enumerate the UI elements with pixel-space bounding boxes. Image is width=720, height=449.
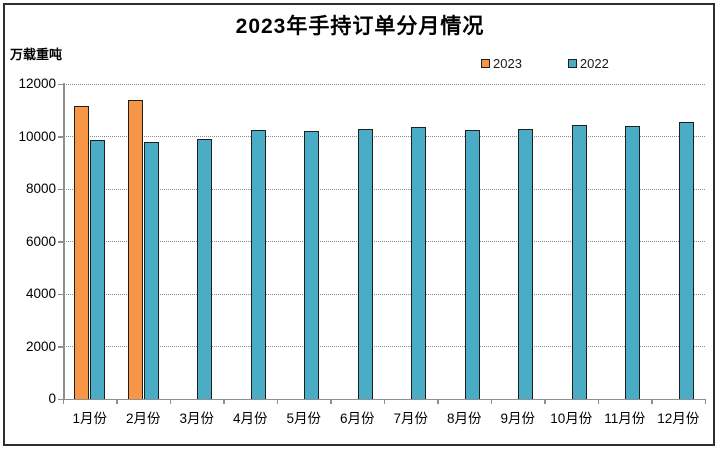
gridline-8000 — [63, 188, 705, 190]
x-tick-7 — [437, 399, 439, 404]
legend-swatch-2023 — [481, 59, 490, 68]
y-tick-label-2000: 2000 — [25, 338, 56, 354]
x-tick-4 — [276, 399, 278, 404]
x-tick-2 — [169, 399, 171, 404]
x-tick-label-12: 12月份 — [657, 411, 700, 426]
bar-2023-1月份 — [74, 106, 90, 399]
gridline-10000 — [63, 136, 705, 137]
x-tick-1 — [116, 399, 118, 404]
y-tick-label-12000: 12000 — [18, 76, 56, 91]
x-tick-label-4: 4月份 — [232, 411, 268, 426]
x-tick-label-2: 2月份 — [125, 411, 161, 426]
bar-2022-8月份 — [464, 129, 480, 399]
chart-title: 2023年手持订单分月情况 — [235, 15, 485, 38]
x-tick-3 — [223, 399, 225, 404]
legend-label-2023: 2023 — [493, 56, 522, 71]
gridline-2000 — [63, 346, 705, 347]
bar-2022-3月份 — [197, 139, 213, 399]
bar-2022-10月份 — [571, 124, 587, 399]
legend-swatch-2022 — [567, 59, 577, 68]
bar-2022-12月份 — [678, 122, 694, 399]
x-tick-label-6: 6月份 — [339, 411, 375, 426]
bar-2023-2月份 — [127, 99, 143, 399]
x-tick-12 — [704, 399, 706, 404]
y-tick-label-10000: 10000 — [18, 128, 56, 144]
x-tick-10 — [597, 399, 599, 404]
x-tick-11 — [651, 399, 653, 404]
bar-2022-1月份 — [90, 140, 106, 399]
y-tick-label-6000: 6000 — [25, 233, 56, 249]
x-tick-8 — [490, 399, 492, 404]
bar-2022-2月份 — [143, 141, 159, 399]
bar-2022-4月份 — [250, 129, 266, 399]
y-tick-label-8000: 8000 — [25, 181, 56, 196]
y-tick-2000 — [58, 346, 63, 348]
y-axis-line — [63, 83, 65, 399]
gridline-6000 — [63, 241, 705, 242]
x-tick-label-7: 7月份 — [393, 411, 428, 426]
y-tick-8000 — [58, 188, 63, 190]
y-tick-label-0: 0 — [48, 391, 56, 406]
legend: 2023 2022 — [481, 56, 609, 71]
x-tick-label-5: 5月份 — [286, 411, 321, 426]
x-tick-label-11: 11月份 — [604, 411, 646, 426]
y-tick-0 — [58, 398, 63, 400]
x-tick-label-9: 9月份 — [500, 411, 535, 426]
legend-label-2022: 2022 — [579, 56, 609, 71]
legend-entry-2023: 2023 — [481, 56, 522, 71]
bar-2022-5月份 — [304, 131, 320, 399]
x-tick-0 — [62, 399, 64, 404]
x-tick-label-3: 3月份 — [179, 411, 214, 426]
gridline-12000 — [63, 83, 705, 85]
x-tick-6 — [383, 399, 385, 404]
legend-entry-2022: 2022 — [567, 56, 609, 71]
y-axis-unit-label: 万载重吨 — [10, 47, 63, 62]
y-tick-label-4000: 4000 — [25, 286, 56, 301]
bar-2022-7月份 — [411, 127, 427, 399]
bar-2022-6月份 — [357, 128, 373, 399]
bar-2022-9月份 — [518, 128, 534, 399]
x-tick-label-8: 8月份 — [446, 411, 482, 426]
x-tick-9 — [544, 399, 546, 404]
gridline-4000 — [63, 293, 705, 295]
x-tick-label-1: 1月份 — [72, 411, 107, 426]
y-tick-12000 — [58, 83, 63, 85]
bar-2022-11月份 — [625, 126, 641, 399]
y-tick-6000 — [58, 241, 63, 243]
x-tick-label-10: 10月份 — [550, 411, 593, 426]
x-tick-5 — [330, 399, 332, 404]
y-tick-4000 — [58, 293, 63, 295]
y-tick-10000 — [58, 136, 63, 138]
